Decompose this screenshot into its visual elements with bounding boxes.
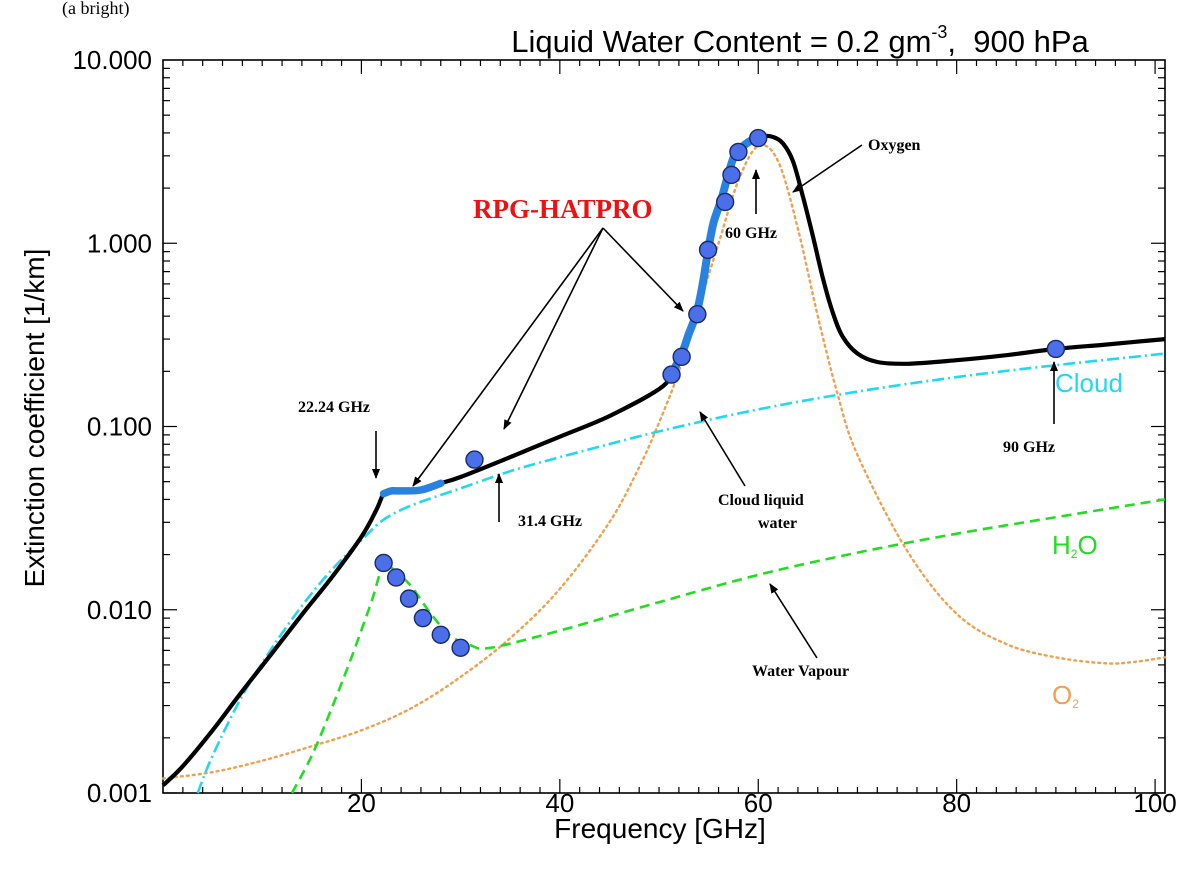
o2-curve (161, 143, 1167, 780)
h2o-label-tail: O (1077, 530, 1097, 560)
h2o-channel-marker (399, 589, 419, 608)
h2o-channel-marker (451, 638, 470, 657)
x-tick-label: 80 (942, 788, 971, 818)
chart-title: Liquid Water Content = 0.2 gm-3, 900 hPa (511, 22, 1089, 59)
hatpro-channel-marker (662, 365, 681, 384)
annotation-water-vapour: Water Vapour (752, 663, 849, 680)
annotation-arrows (372, 144, 1058, 659)
arrow-water-vapour (769, 583, 818, 659)
o2-label-sub: 2 (1072, 697, 1079, 711)
h2o-curve (290, 498, 1166, 794)
h2o-label-main: H (1052, 530, 1071, 560)
arrow-oxygen (792, 144, 863, 193)
annotation-rpg-hatpro: RPG-HATPRO (473, 194, 652, 224)
hatpro-channel-marker (722, 165, 741, 185)
y-axis-label: Extinction coefficient [1/km] (19, 249, 50, 588)
series-label-o2: O2 (1052, 680, 1079, 711)
x-tick-label: 20 (347, 788, 376, 818)
arrow-cloud-liquid (699, 411, 746, 487)
plot-area (161, 128, 1167, 794)
hatpro-channel-marker (672, 347, 691, 367)
header-fragment: (a bright) (62, 0, 129, 19)
y-tick-label: 0.010 (87, 595, 152, 625)
annotation-90-ghz: 90 GHz (1003, 439, 1055, 456)
hatpro-channel-marker (1046, 339, 1066, 359)
channel-markers (374, 128, 1066, 657)
series-label-cloud: Cloud (1055, 368, 1123, 398)
h2o-channel-marker (374, 553, 393, 573)
hatpro-peak-marker (749, 128, 768, 148)
total-curve (161, 133, 1166, 787)
annotation-31-4-ghz: 31.4 GHz (518, 513, 582, 530)
hatpro-channel-marker (715, 192, 735, 212)
y-tick-label: 0.100 (87, 412, 152, 442)
x-tick-label: 60 (744, 788, 773, 818)
h2o-channel-marker (413, 608, 433, 628)
h2o-channel-marker (431, 625, 450, 644)
title-superscript: -3 (931, 22, 947, 42)
plot-frame (162, 59, 1166, 794)
x-tick-label: 100 (1133, 788, 1176, 818)
x-tick-label: 40 (545, 788, 574, 818)
y-tick-label: 1.000 (87, 228, 152, 258)
hatpro-kband-highlight (379, 479, 445, 498)
hatpro-channel-marker (698, 240, 718, 260)
annotation-oxygen: Oxygen (868, 137, 921, 154)
y-tick-label: 0.001 (87, 778, 152, 808)
annotation-water: water (758, 515, 797, 532)
o2-label-main: O (1052, 680, 1072, 710)
annotation-60-ghz: 60 GHz (725, 225, 777, 242)
y-tick-label: 10.000 (72, 45, 152, 75)
cloud-curve (196, 352, 1166, 794)
hatpro-channel-marker (688, 305, 707, 324)
hatpro-channel-marker (465, 450, 484, 469)
arrow-hatpro-31ghz (503, 227, 604, 430)
axis-ticks (163, 60, 1165, 794)
x-tick-labels: 20 40 60 80 100 (347, 788, 1177, 818)
annotation-cloud-liquid: Cloud liquid (718, 492, 804, 509)
title-main: Liquid Water Content = 0.2 gm (511, 24, 931, 59)
y-tick-labels: 0.001 0.010 0.100 1.000 10.000 (72, 45, 152, 808)
series-label-h2o: H2O (1052, 530, 1098, 561)
annotation-22-24-ghz: 22.24 GHz (298, 399, 370, 416)
h2o-channel-marker (386, 568, 406, 587)
title-tail: , 900 hPa (947, 24, 1089, 59)
arrow-hatpro-kband (412, 227, 604, 487)
x-axis-label: Frequency [GHz] (554, 813, 766, 844)
arrow-hatpro-vband (602, 227, 684, 312)
h2o-label-sub: 2 (1071, 547, 1078, 561)
hatpro-channel-marker (729, 142, 748, 162)
